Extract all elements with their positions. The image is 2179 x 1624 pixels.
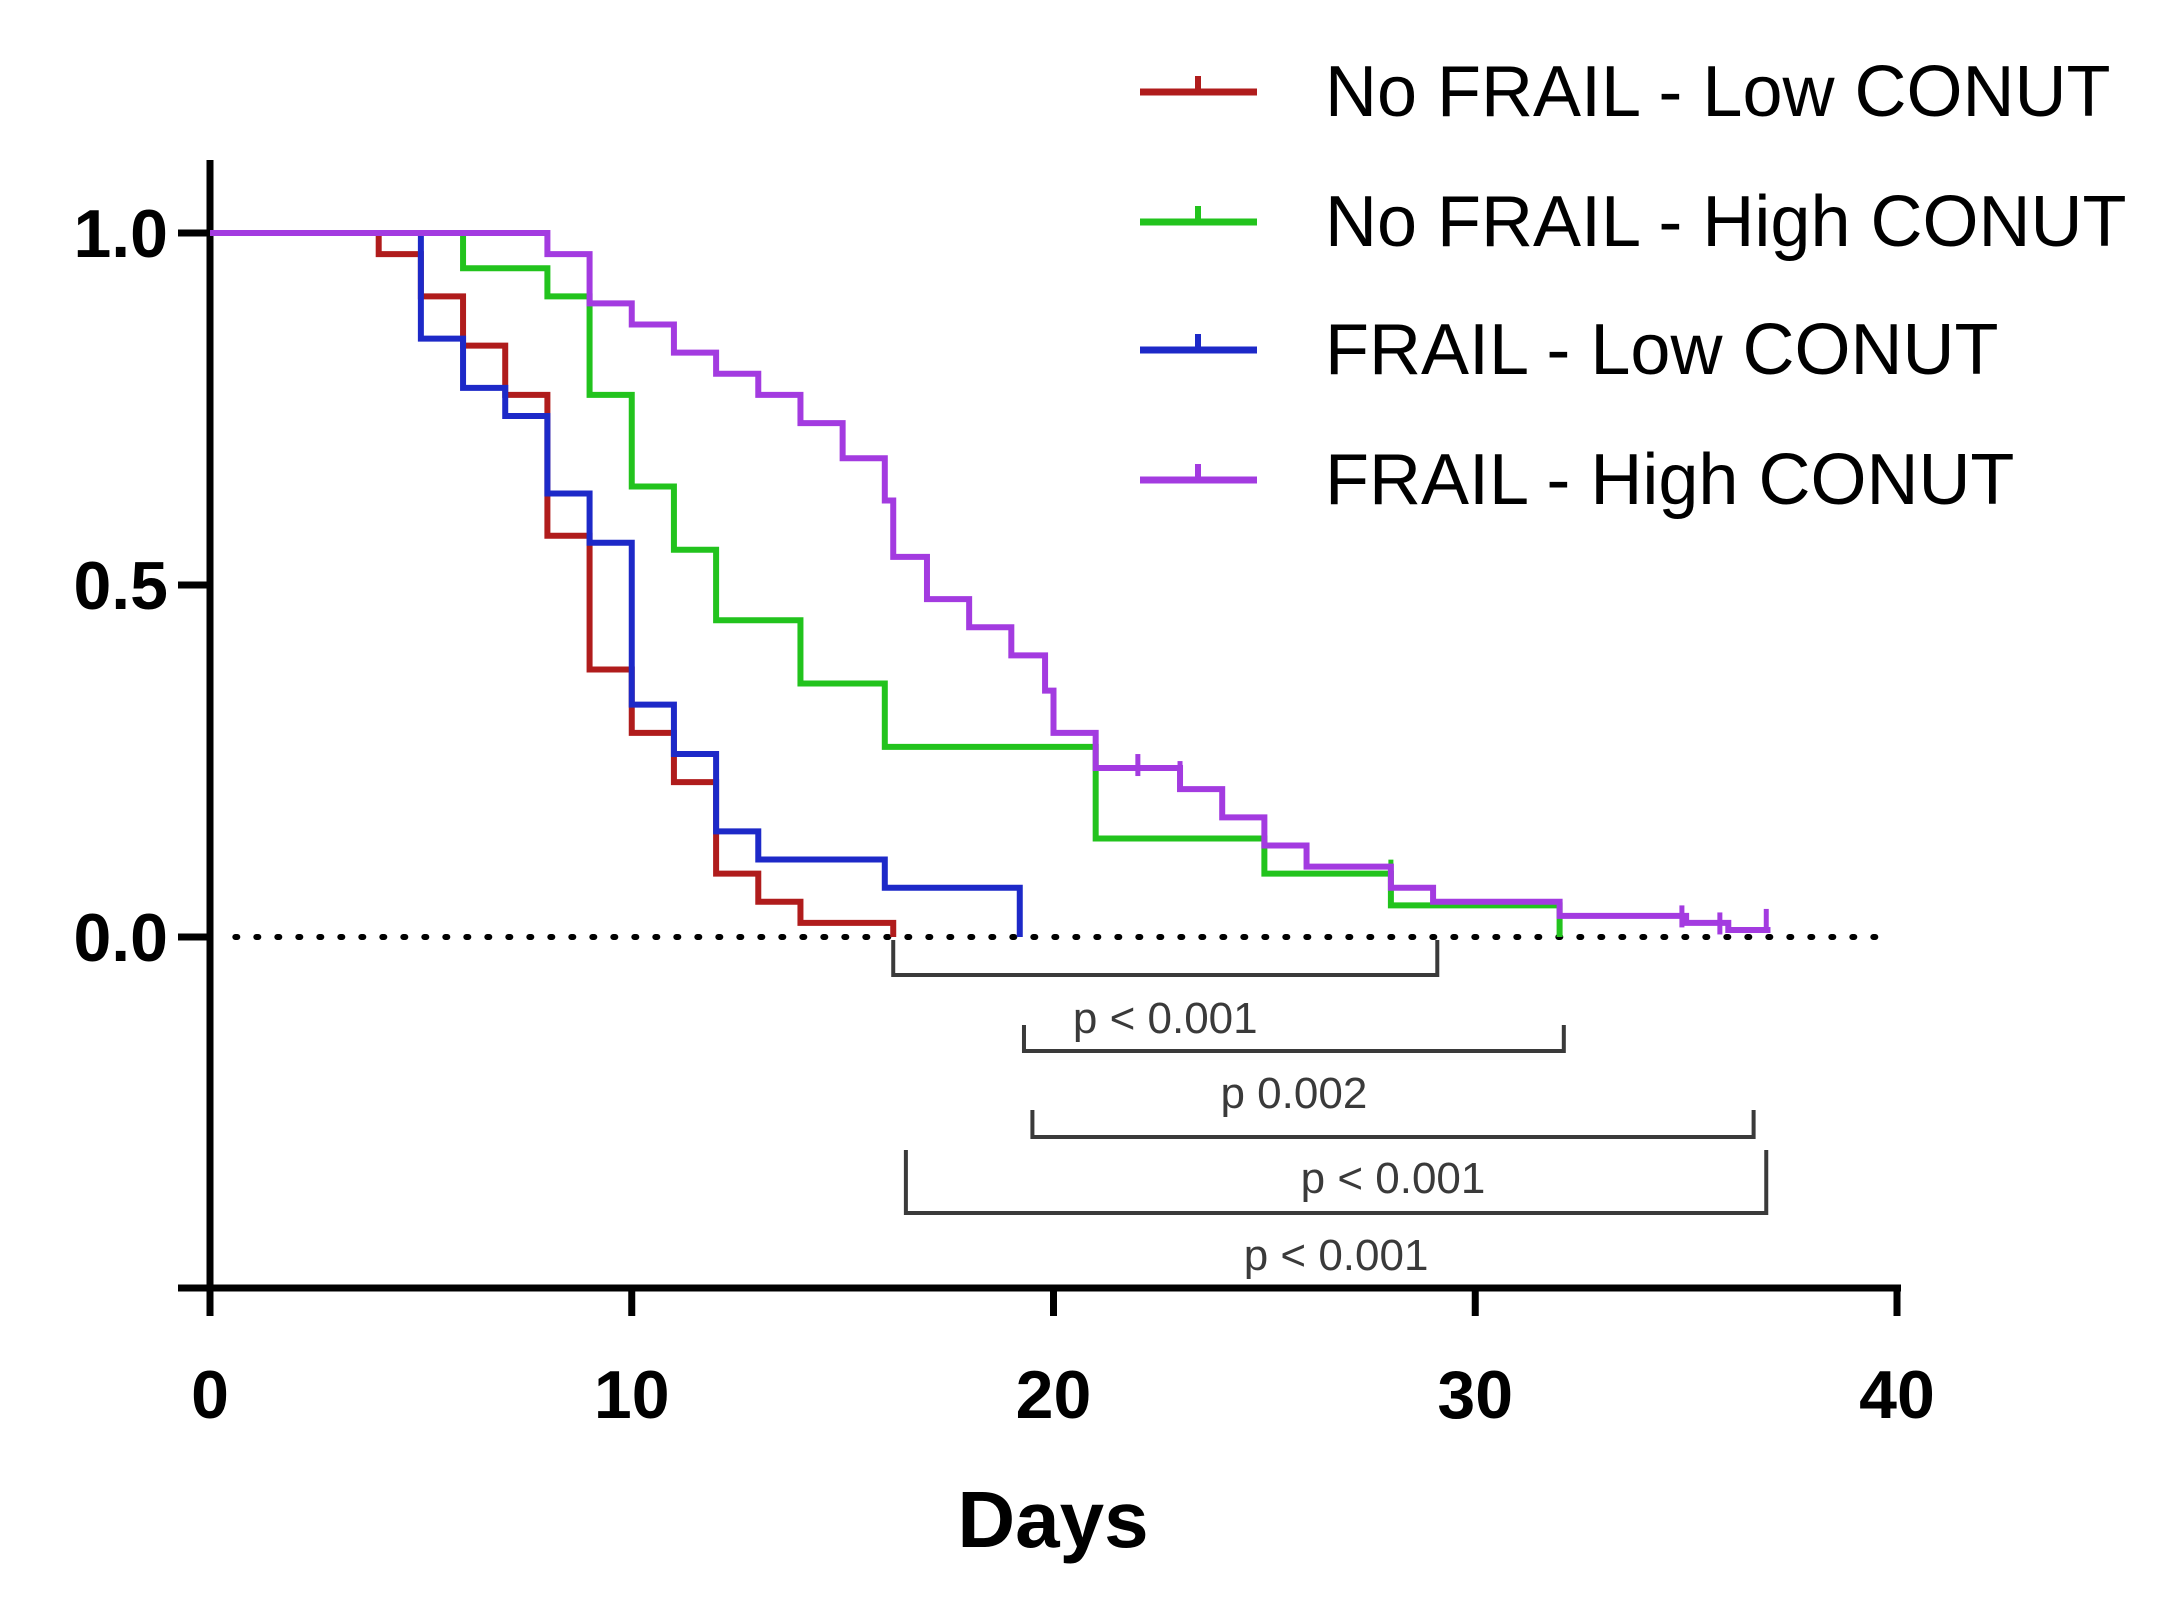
series-line bbox=[210, 230, 1563, 937]
legend-label: No FRAIL - Low CONUT bbox=[1325, 52, 2110, 132]
x-tick-label: 0 bbox=[191, 1357, 229, 1433]
legend-entry-2: No FRAIL - High CONUT bbox=[1140, 182, 2126, 262]
comparison-bracket bbox=[891, 940, 1440, 977]
x-tick-label: 10 bbox=[594, 1357, 670, 1433]
comparison-3: p < 0.001 bbox=[1030, 1110, 1756, 1203]
y-tick-label: 1.0 bbox=[73, 196, 168, 272]
x-tick-label: 20 bbox=[1016, 1357, 1092, 1433]
p-value-label: p 0.002 bbox=[1220, 1069, 1367, 1118]
legend-group: No FRAIL - Low CONUT No FRAIL - High CONU… bbox=[1140, 52, 2126, 520]
comparison-group: p < 0.001 p 0.002 p < 0.001 p < 0.001 bbox=[891, 940, 1769, 1280]
series-line bbox=[210, 230, 1023, 937]
series-4 bbox=[210, 230, 1771, 935]
series-3 bbox=[210, 230, 1023, 937]
p-value-label: p < 0.001 bbox=[1244, 1231, 1429, 1280]
comparison-2: p 0.002 bbox=[1021, 1025, 1566, 1118]
axes-group: 1.0 0.5 0.0 0 10 20 30 40 Days bbox=[73, 160, 1935, 1564]
series-group bbox=[210, 230, 1771, 937]
p-value-label: p < 0.001 bbox=[1301, 1154, 1486, 1203]
comparison-bracket bbox=[903, 1150, 1769, 1215]
legend-label: FRAIL - High CONUT bbox=[1325, 440, 2014, 520]
comparison-bracket bbox=[1021, 1025, 1566, 1053]
series-1 bbox=[210, 230, 897, 937]
y-tick-label: 0.0 bbox=[73, 900, 168, 976]
legend-label: FRAIL - Low CONUT bbox=[1325, 310, 1998, 390]
series-line bbox=[210, 230, 1771, 933]
p-value-label: p < 0.001 bbox=[1073, 994, 1258, 1043]
legend-entry-1: No FRAIL - Low CONUT bbox=[1140, 52, 2110, 132]
series-line bbox=[210, 230, 897, 937]
x-tick-label: 40 bbox=[1859, 1357, 1935, 1433]
legend-entry-4: FRAIL - High CONUT bbox=[1140, 440, 2014, 520]
comparison-4: p < 0.001 bbox=[903, 1150, 1769, 1280]
comparison-1: p < 0.001 bbox=[891, 940, 1440, 1043]
x-tick-label: 30 bbox=[1437, 1357, 1513, 1433]
x-axis-title: Days bbox=[957, 1475, 1148, 1564]
comparison-bracket bbox=[1030, 1110, 1756, 1139]
legend-entry-3: FRAIL - Low CONUT bbox=[1140, 310, 1998, 390]
y-tick-label: 0.5 bbox=[73, 548, 168, 624]
legend-label: No FRAIL - High CONUT bbox=[1325, 182, 2126, 262]
